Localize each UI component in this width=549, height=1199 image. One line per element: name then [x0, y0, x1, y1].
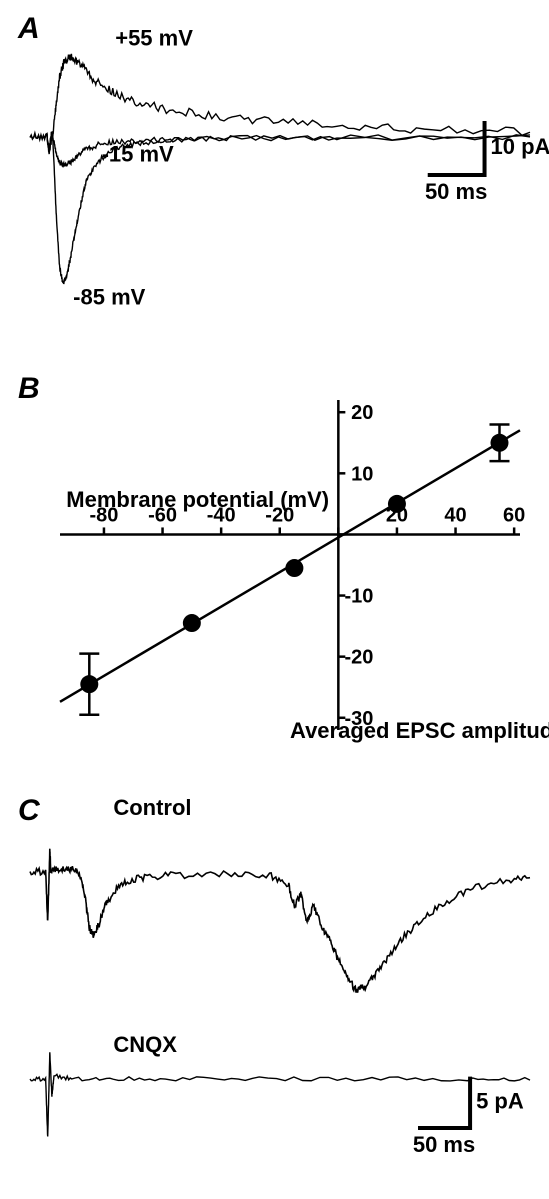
panel-b-datapoint: [388, 495, 406, 513]
panel-a-label-trace_-85: -85 mV: [73, 285, 145, 310]
panel-b-datapoint: [285, 559, 303, 577]
panel-b-xtick-label: 60: [503, 504, 525, 526]
panel-a-label-trace_-15: -15 mV: [102, 142, 174, 167]
panel-b-ytick-label: -10: [344, 586, 373, 608]
panel-b-label: B: [18, 372, 40, 405]
panel-c-trace-control: [30, 849, 530, 993]
panel-c-trace-cnqx: [30, 1052, 530, 1136]
panel-b-datapoint: [183, 614, 201, 632]
panel-b-ytick-label: -20: [344, 647, 373, 669]
panel-a-label: A: [17, 12, 40, 45]
panel-b-xtick-label: 40: [444, 504, 466, 526]
panel-a-scalebar: [428, 121, 485, 175]
panel-a-label-trace_+55: +55 mV: [115, 25, 193, 50]
panel-c-scalebar: [418, 1077, 470, 1128]
panel-a-scalebar-y: 10 pA: [491, 134, 549, 159]
panel-c-label-control: Control: [113, 795, 191, 820]
panel-b-ytick-label: 20: [351, 402, 373, 424]
panel-c-label-cnqx: CNQX: [113, 1032, 177, 1057]
panel-b-datapoint: [490, 434, 508, 452]
panel-c-scalebar-x: 50 ms: [413, 1132, 475, 1157]
panel-b-ytick-label: 10: [351, 463, 373, 485]
panel-b-xlabel: Membrane potential (mV): [66, 487, 329, 512]
panel-a-scalebar-x: 50 ms: [425, 179, 487, 204]
panel-b-datapoint: [80, 675, 98, 693]
panel-b-ylabel: Averaged EPSC amplitude (pA): [290, 718, 549, 743]
panel-a-trace_+55: [30, 54, 530, 154]
panel-c-scalebar-y: 5 pA: [476, 1088, 524, 1113]
panel-c-label: C: [18, 794, 41, 827]
